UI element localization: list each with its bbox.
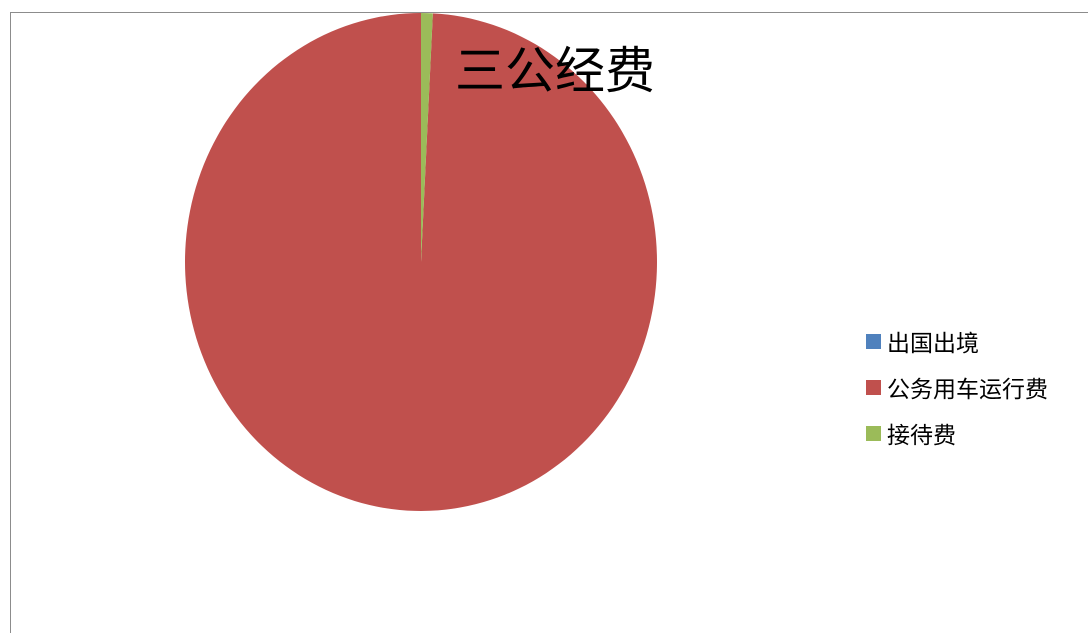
- legend-label-reception: 接待费: [887, 423, 956, 449]
- pie-slice-vehicle: [185, 13, 658, 512]
- pie-slice-reception: [421, 13, 433, 262]
- legend-label-outbound: 出国出境: [887, 331, 979, 357]
- legend-swatch-reception: [866, 425, 881, 441]
- legend-item-vehicle: 公务用车运行费: [866, 364, 1082, 410]
- chart-title: 三公经费: [455, 42, 655, 100]
- legend-item-reception: 接待费: [866, 410, 1082, 456]
- legend-swatch-vehicle: [866, 379, 881, 395]
- chart-legend: 出国出境 公务用车运行费 接待费: [866, 318, 1082, 456]
- legend-label-vehicle: 公务用车运行费: [887, 377, 1048, 403]
- legend-item-outbound: 出国出境: [866, 318, 1082, 364]
- legend-swatch-outbound: [866, 333, 881, 349]
